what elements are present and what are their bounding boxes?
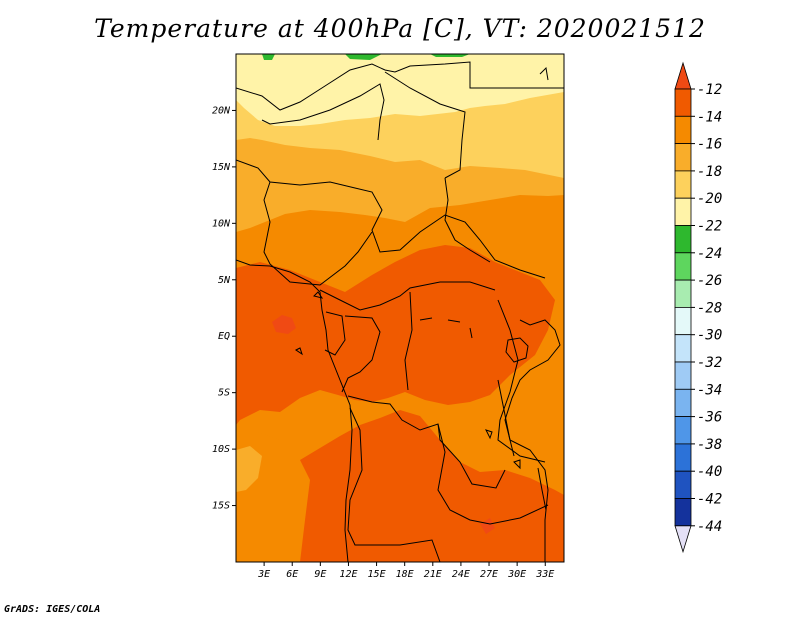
border-sahel (236, 159, 546, 279)
lake-victoria (505, 337, 529, 363)
lon-label: 27E (480, 569, 498, 580)
lon-label: 9E (314, 569, 326, 580)
lat-label: 10S (212, 444, 230, 455)
colorbar-label: -40 (697, 464, 722, 480)
lon-label: 18E (396, 569, 414, 580)
colorbar-label: -42 (697, 492, 722, 508)
border-gabon-congo (324, 311, 381, 393)
colorbar-label: -14 (697, 109, 722, 125)
colorbar-swatch (674, 498, 692, 527)
lon-label: 12E (339, 569, 357, 580)
colorbar-label: -44 (697, 519, 722, 535)
field-minus12-south (300, 410, 564, 562)
lon-label: 21E (424, 569, 442, 580)
border-angola (347, 407, 441, 562)
colorbar-swatch (674, 197, 692, 226)
lat-label: 5N (218, 275, 231, 286)
lon-label: 3E (257, 569, 270, 580)
colorbar-swatch (674, 443, 692, 472)
colorbar-swatch (674, 279, 692, 308)
field-minus12-center (236, 245, 555, 425)
field-minus16-southwest (236, 446, 262, 492)
lat-label: 15N (212, 162, 231, 173)
colorbar-label: -30 (697, 328, 722, 344)
colorbar-swatch (674, 361, 692, 390)
colorbar-label: -26 (697, 273, 722, 289)
lake-tanganyika (497, 379, 515, 457)
colorbar-bottom-arrow (674, 525, 692, 554)
lat-label: 20N (212, 105, 231, 116)
border-sahara-north (236, 61, 564, 111)
axis-ticks (232, 109, 546, 566)
colorbar-labels: -12 -14 -16 -18 -20 -22 -24 -26 -28 -30 -32 -34 -36 -… (691, 82, 722, 535)
lake-malawi (537, 467, 547, 511)
border-algeria-niger (261, 83, 385, 141)
colorbar-swatch (674, 115, 692, 145)
map-frame (235, 53, 565, 563)
colorbar-swatch (674, 416, 692, 445)
colorbar-swatch (674, 170, 692, 199)
colorbar-label: -22 (697, 219, 722, 235)
border-zambia (437, 423, 549, 525)
longitude-labels: 3E 6E 9E 12E 15E 18E 21E 24E 27E 30E 33E (257, 569, 554, 580)
map-title: Temperature at 400hPa [C], VT: 202002151… (94, 14, 706, 43)
colorbar-label: -36 (697, 410, 722, 426)
colorbar-swatch (674, 88, 692, 117)
coastline-atlantic (236, 259, 353, 562)
field-minus22-patch (262, 54, 470, 60)
colorbar-label: -24 (697, 246, 722, 262)
colorbar-label: -38 (697, 437, 722, 453)
colorbar-label: -20 (697, 191, 722, 207)
colorbar-label: -18 (697, 164, 722, 180)
colorbar-label: -12 (697, 82, 722, 98)
colorbar-label: -34 (697, 382, 722, 398)
border-east-africa (504, 319, 561, 562)
colorbar (674, 61, 692, 554)
colorbar-swatch (674, 388, 692, 417)
border-libya-chad (384, 71, 466, 179)
lat-label: 5S (218, 388, 230, 399)
temperature-field (236, 54, 564, 562)
lat-label: 15S (212, 501, 230, 512)
border-cameroon-car (319, 281, 496, 311)
colorbar-label: -16 (697, 137, 722, 153)
colorbar-swatch (674, 470, 692, 499)
colorbar-swatch (674, 252, 692, 281)
colorbar-swatch (674, 306, 692, 336)
border-chad-sudan (444, 177, 491, 263)
border-nigeria (263, 181, 373, 286)
colorbar-label: -28 (697, 300, 722, 316)
colorbar-top-arrow (674, 61, 692, 90)
lat-label: EQ (218, 331, 230, 342)
lon-label: 30E (507, 569, 526, 580)
lon-label: 6E (286, 569, 298, 580)
lat-label: 10N (212, 218, 231, 229)
field-minus20-north (236, 54, 564, 126)
field-minus14-east (510, 360, 564, 470)
lon-label: 24E (452, 569, 470, 580)
colorbar-swatch (674, 143, 692, 172)
colorbar-label: -32 (697, 355, 722, 371)
small-lakes (295, 291, 521, 470)
latitude-labels: 20N 15N 10N 5N EQ 5S 10S 15S (212, 105, 231, 511)
coastline-red-sea (539, 66, 549, 81)
lon-label: 33E (535, 569, 554, 580)
border-drc-east (404, 291, 546, 463)
colorbar-swatch (674, 225, 692, 254)
credit-footer: GrADS: IGES/COLA (4, 604, 101, 615)
colorbar-swatch (674, 334, 692, 363)
lon-label: 15E (368, 569, 386, 580)
country-borders (236, 61, 564, 562)
